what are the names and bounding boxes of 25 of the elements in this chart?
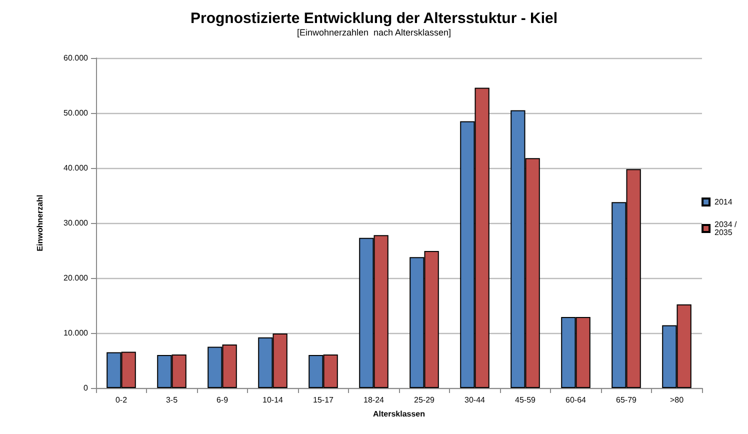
x-tick-label: >80 [670, 396, 684, 404]
y-tick-label: 0 [84, 384, 89, 392]
x-tick-label: 30-44 [464, 396, 486, 404]
x-tick-label: 3-5 [166, 396, 178, 404]
x-tick-label: 0-2 [115, 396, 128, 404]
y-tick-label: 30.000 [64, 218, 89, 228]
y-axis-title: Einwohnerzahl [36, 194, 44, 252]
chart-title: Prognostizierte Entwicklung der Altersstuktur - Kiel [190, 10, 558, 27]
y-tick-label: 10.000 [64, 328, 89, 338]
legend-label: 2014 [714, 198, 733, 206]
x-tick-label: 15-17 [313, 396, 334, 404]
y-tick-label: 50.000 [64, 108, 89, 118]
x-tick-label: 10-14 [262, 396, 284, 404]
y-tick-label: 40.000 [64, 164, 89, 172]
x-tick-label: 45-59 [515, 396, 536, 404]
x-tick-label: 25-29 [414, 396, 436, 404]
y-tick-label: 60.000 [64, 54, 89, 62]
x-tick-label: 65-79 [616, 396, 638, 404]
y-tick-label: 20.000 [64, 274, 89, 282]
chart-subtitle: [Einwohnerzahlen nach Altersklassen] [296, 28, 452, 38]
legend-label: 2034 / 2035 [714, 220, 740, 237]
x-axis-title: Altersklassen [372, 410, 426, 418]
x-tick-label: 60-64 [566, 396, 587, 404]
x-tick-label: 6-9 [216, 396, 229, 404]
x-tick-label: 18-24 [364, 396, 385, 404]
